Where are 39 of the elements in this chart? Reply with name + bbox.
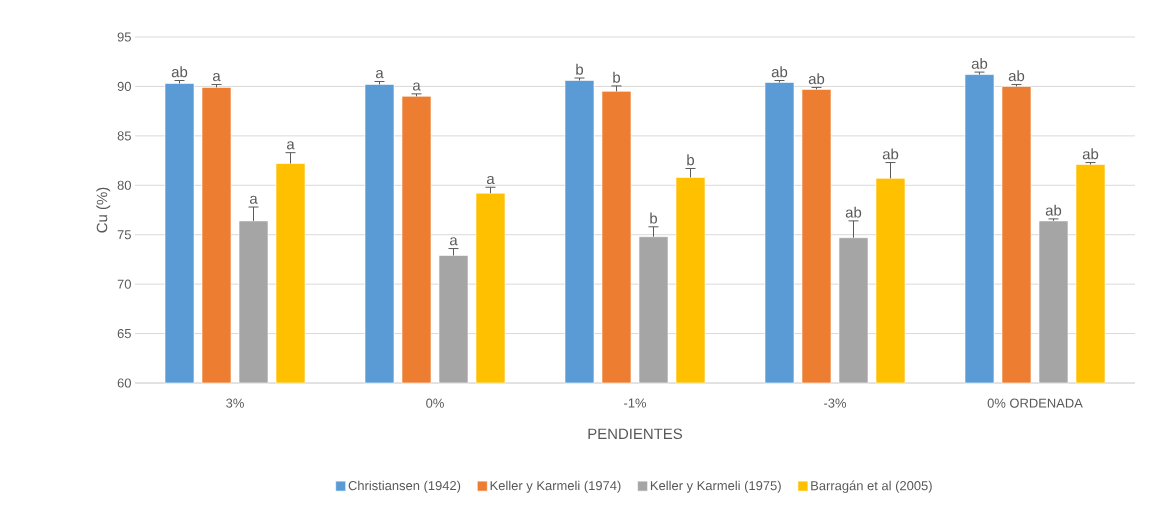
data-label: a (412, 82, 421, 91)
data-label: a (449, 237, 458, 246)
y-tick-label: 70 (117, 279, 131, 289)
data-label: ab (882, 148, 899, 160)
y-tick-label: 75 (117, 230, 131, 240)
y-tick-label: 95 (117, 32, 131, 42)
data-label: b (613, 71, 621, 83)
y-tick-label: 90 (117, 81, 131, 92)
data-label: ab (971, 57, 988, 69)
data-label: b (687, 154, 695, 166)
data-label: ab (1008, 70, 1025, 82)
x-tick-label: 0% (426, 398, 444, 408)
data-label: a (375, 70, 384, 79)
legend-label: Christiansen (1942) (348, 480, 461, 493)
data-label: ab (1045, 204, 1062, 216)
y-tick-label: 65 (117, 328, 131, 339)
data-label: ab (845, 206, 862, 218)
x-tick-label: -3% (824, 398, 847, 408)
x-tick-label: -1% (624, 398, 647, 408)
y-tick-label: 60 (117, 378, 131, 388)
data-label: ab (171, 66, 188, 78)
x-tick-label: 3% (226, 398, 244, 408)
y-axis-title: Cu (%) (96, 187, 111, 233)
data-label: ab (1082, 148, 1099, 160)
data-label: b (576, 63, 584, 75)
data-label: a (286, 141, 295, 150)
y-tick-label: 85 (117, 131, 131, 141)
legend-label: Keller y Karmeli (1974) (490, 480, 621, 493)
data-label: ab (771, 66, 788, 78)
data-label: a (212, 73, 221, 82)
legend-label: Barragán et al (2005) (811, 480, 932, 493)
data-label: ab (808, 73, 825, 85)
data-label: a (249, 195, 258, 204)
legend-label: Keller y Karmeli (1975) (650, 480, 781, 493)
y-tick-label: 80 (117, 180, 131, 190)
x-axis-title: PENDIENTES (588, 428, 683, 440)
x-tick-label: 0% ORDENADA (987, 398, 1083, 408)
data-label: a (486, 175, 495, 185)
data-label: b (650, 212, 658, 224)
